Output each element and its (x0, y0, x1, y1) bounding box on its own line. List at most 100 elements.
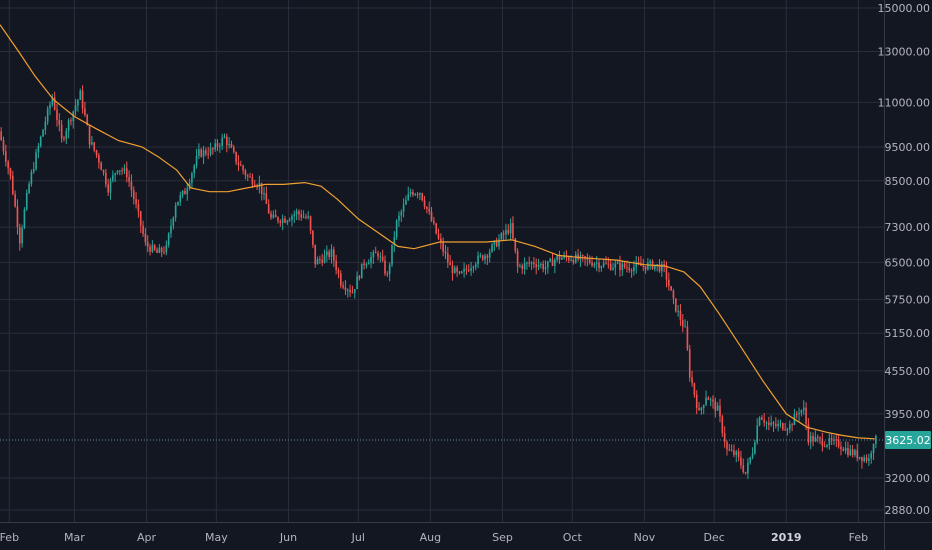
candle-body (765, 422, 768, 424)
candle-body (221, 137, 223, 146)
x-tick-label: Nov (634, 531, 656, 544)
candle-body (612, 267, 614, 270)
candle-body (781, 423, 784, 430)
candle-down (319, 255, 321, 264)
candle-up (549, 257, 551, 263)
price-axis[interactable] (884, 0, 932, 550)
candle-down (56, 103, 58, 127)
candle-body (323, 255, 326, 263)
candle-down (267, 199, 270, 214)
candle-body (472, 266, 475, 269)
candle-body (105, 172, 107, 185)
candle-up (602, 259, 605, 268)
candle-body (493, 240, 496, 245)
candle-body (481, 255, 484, 260)
candle-down (339, 270, 342, 289)
candle-body (470, 268, 472, 271)
candle-up (460, 270, 463, 274)
candle-body (412, 191, 414, 195)
candle-body (554, 259, 556, 266)
candle-body (740, 457, 742, 466)
candle-down (507, 224, 510, 236)
candle-down (740, 450, 742, 470)
candle-down (156, 247, 158, 254)
candle-down (781, 422, 784, 431)
candle-down (605, 256, 607, 265)
candle-body (151, 245, 154, 252)
candle-down (374, 246, 377, 254)
candle-body (630, 270, 633, 272)
candle-up (400, 209, 403, 222)
candle-body (330, 249, 333, 257)
candle-body (49, 104, 51, 109)
candle-body (346, 290, 349, 292)
candle-down (805, 402, 807, 430)
candle-up (79, 88, 82, 101)
candle-body (844, 447, 847, 451)
candle-up (833, 435, 835, 445)
candle-down (298, 209, 300, 221)
candle-body (44, 121, 47, 130)
candle-up (198, 143, 200, 160)
candle-body (758, 417, 761, 426)
x-tick-label: Jul (351, 531, 365, 544)
candle-body (226, 136, 228, 146)
candle-body (430, 211, 433, 221)
candle-up (419, 192, 421, 201)
candle-body (544, 267, 547, 270)
candle-down (0, 127, 2, 141)
candle-body (121, 170, 123, 172)
candle-body (556, 255, 558, 260)
candle-body (453, 267, 456, 274)
candle-up (44, 116, 47, 135)
candle-up (758, 416, 761, 427)
candle-body (209, 148, 212, 155)
candle-up (91, 135, 93, 146)
candle-body (379, 256, 382, 258)
candle-down (772, 420, 775, 432)
x-tick-label: Oct (563, 531, 583, 544)
candle-down (60, 119, 63, 143)
candle-up (51, 93, 54, 107)
candle-down (16, 199, 19, 235)
candle-body (744, 471, 747, 474)
candle-up (21, 224, 23, 248)
candle-down (442, 237, 444, 257)
candle-up (747, 458, 749, 479)
candle-up (798, 407, 800, 422)
candle-up (281, 214, 284, 231)
candle-body (656, 264, 658, 266)
candle-down (244, 168, 247, 180)
candle-up (868, 453, 870, 467)
candle-up (302, 210, 305, 219)
candle-down (153, 243, 156, 252)
candle-body (170, 225, 172, 234)
candle-body (488, 251, 491, 258)
candle-body (388, 264, 391, 275)
candle-body (16, 206, 19, 228)
y-tick-label: 11000.00 (878, 96, 931, 109)
candle-up (112, 170, 114, 183)
candle-down (423, 195, 426, 210)
candle-up (526, 261, 528, 270)
candle-body (11, 175, 14, 195)
candle-up (749, 456, 752, 465)
candle-up (116, 170, 119, 175)
candle-body (784, 429, 786, 431)
candle-up (621, 260, 624, 277)
candle-body (274, 214, 277, 218)
candle-body (358, 276, 361, 279)
candle-down (95, 149, 98, 158)
candle-body (770, 422, 772, 425)
candle-down (358, 274, 361, 281)
candle-up (872, 443, 875, 460)
candle-body (830, 438, 833, 441)
candle-body (870, 453, 873, 459)
candle-up (74, 98, 77, 116)
y-tick-label: 6500.00 (885, 256, 931, 269)
candle-body (37, 146, 40, 153)
candle-body (291, 216, 293, 220)
